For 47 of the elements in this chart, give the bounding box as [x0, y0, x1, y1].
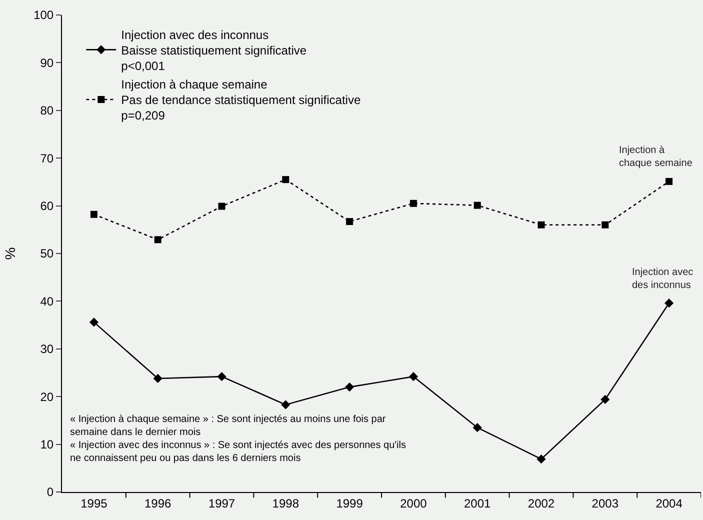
- x-tick-label: 2003: [592, 496, 619, 510]
- y-tick-label: 80: [40, 104, 54, 118]
- x-tick-label: 1997: [208, 496, 236, 510]
- y-tick-label: 0: [46, 485, 54, 500]
- x-tick-label: 2000: [400, 496, 428, 510]
- point: [408, 372, 418, 382]
- point: [282, 176, 290, 184]
- y-tick-label: 70: [40, 151, 54, 166]
- y-tick-label: 90: [40, 56, 54, 70]
- point: [410, 200, 417, 207]
- point: [600, 394, 610, 404]
- point: [281, 400, 290, 410]
- y-tick-label: 10: [40, 438, 54, 452]
- point: [90, 210, 98, 218]
- annotation: « Injection à chaque semaine » : Se sont injectés au moins une fois par semaine dans le dernier mois « Injection avec des inconnus » : Se sont injectés avec des personnes qu'ils ne connaissent peu ou pas dans les 6 derniers mois: [70, 414, 406, 464]
- point: [538, 221, 545, 228]
- point: [345, 382, 354, 392]
- y-axis-title: %: [2, 247, 18, 260]
- point: [89, 318, 98, 327]
- y-tick-label: 100: [34, 8, 54, 22]
- point: [602, 221, 609, 228]
- point: [153, 374, 162, 384]
- x-tick-label: 2004: [656, 496, 683, 510]
- y-tick-label: 20: [40, 390, 54, 404]
- y-tick-label: 50: [40, 246, 54, 261]
- point: [666, 178, 673, 185]
- y-tick-label: 60: [40, 199, 54, 213]
- legend-label: Injection à chaque semaine Pas de tendance statistiquement significative p=0,209: [121, 78, 361, 123]
- point: [664, 298, 674, 308]
- point: [474, 202, 481, 209]
- y-tick-label: 30: [40, 342, 54, 356]
- point: [536, 454, 546, 464]
- point: [154, 236, 162, 244]
- point: [346, 218, 354, 226]
- x-tick-label: 1995: [80, 496, 108, 510]
- x-tick-label: 1996: [144, 496, 172, 510]
- annotation: Injection avec des inconnus: [632, 267, 694, 291]
- annotation: Injection à chaque semaine: [619, 145, 693, 169]
- point: [472, 423, 482, 432]
- point: [217, 372, 226, 382]
- x-tick-label: 1999: [336, 496, 364, 510]
- x-tick-label: 2001: [464, 496, 492, 510]
- x-tick-label: 1998: [272, 496, 300, 510]
- legend-label: Injection avec des inconnus Baisse statistiquement significative p<0,001: [121, 28, 307, 73]
- x-tick-label: 2002: [528, 496, 555, 510]
- point: [218, 202, 226, 210]
- y-tick-label: 40: [40, 294, 54, 308]
